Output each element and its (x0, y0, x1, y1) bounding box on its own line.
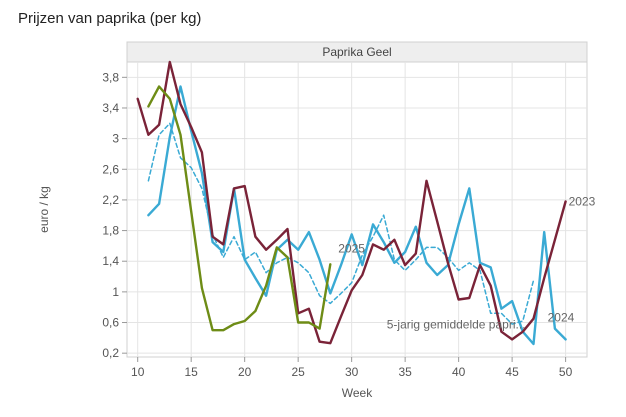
page-title: Prijzen van paprika (per kg) (18, 10, 202, 27)
y-tick-label: 1,4 (102, 254, 119, 268)
panel-title: Paprika Geel (322, 45, 391, 59)
series-label-2023: 2023 (569, 194, 596, 208)
y-tick-label: 1,8 (102, 224, 119, 238)
y-tick-label: 0,2 (102, 346, 119, 360)
x-tick-label: 40 (452, 365, 466, 379)
y-tick-label: 3 (112, 132, 119, 146)
y-tick-label: 2,2 (102, 193, 119, 207)
series-line-2023 (136, 60, 567, 345)
series-label-2024: 2024 (548, 310, 575, 324)
series-label-2025: 2025 (338, 241, 365, 255)
y-tick-label: 0,6 (102, 316, 119, 330)
y-tick-label: 3,8 (102, 70, 119, 84)
series-label-5-jarig-gemiddelde-paprika: 5-jarig gemiddelde papri... (387, 318, 526, 332)
series-line-2025 (147, 85, 332, 332)
y-tick-label: 2,6 (102, 162, 119, 176)
x-tick-label: 35 (398, 365, 412, 379)
y-axis-label: euro / kg (37, 186, 51, 233)
x-tick-label: 15 (185, 365, 199, 379)
plot-area (126, 61, 588, 358)
x-tick-label: 10 (131, 365, 145, 379)
x-tick-label: 25 (291, 365, 305, 379)
y-tick-label: 1 (112, 285, 119, 299)
y-tick-label: 3,4 (102, 101, 119, 115)
x-tick-label: 20 (238, 365, 252, 379)
x-axis-label: Week (342, 386, 373, 400)
x-tick-label: 45 (505, 365, 519, 379)
x-tick-label: 50 (559, 365, 573, 379)
series-line-2024 (147, 85, 567, 346)
x-tick-label: 30 (345, 365, 359, 379)
